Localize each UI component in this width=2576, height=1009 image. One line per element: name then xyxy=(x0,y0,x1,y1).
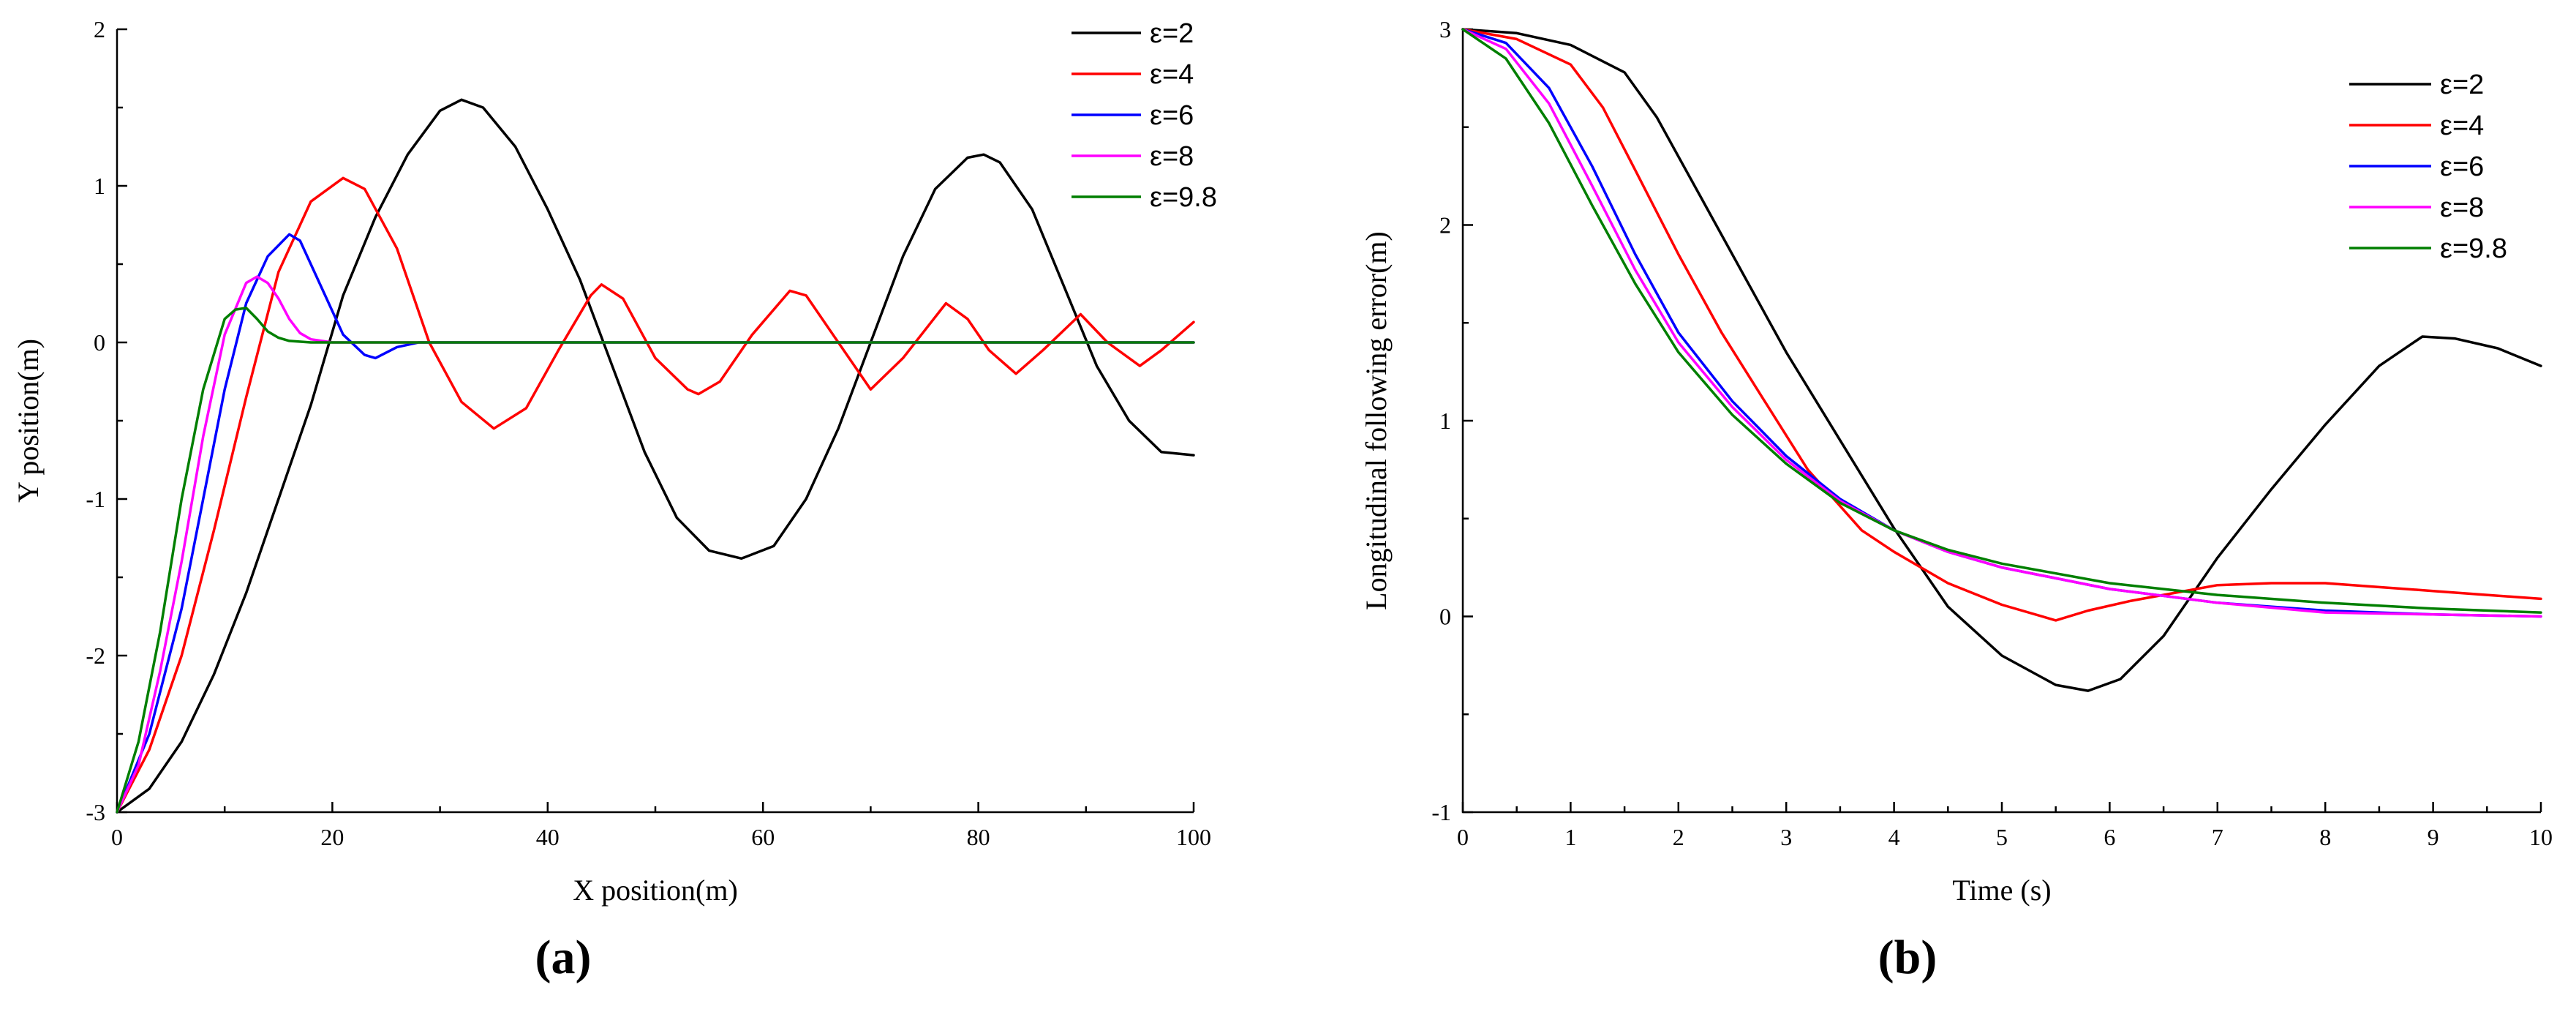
y-tick-label: -3 xyxy=(86,799,105,825)
y-tick-label: -2 xyxy=(86,642,105,669)
legend-entry-label: ε=8 xyxy=(1150,141,1194,172)
series-line-ε=6 xyxy=(1461,28,2542,618)
panel-label: (a) xyxy=(535,931,592,984)
x-tick-label: 60 xyxy=(751,824,775,850)
y-axis-label: Longitudinal following error(m) xyxy=(1360,231,1393,610)
x-tick-label: 0 xyxy=(1457,824,1469,850)
y-axis-label: Y position(m) xyxy=(12,339,45,503)
legend-entry-label: ε=6 xyxy=(2440,151,2484,182)
legend-entry-label: ε=8 xyxy=(2440,192,2484,223)
legend-entry-label: ε=6 xyxy=(1150,100,1194,131)
y-tick-label: -1 xyxy=(1431,799,1451,825)
series-line-ε=9.8 xyxy=(116,307,1195,814)
series-line-ε=2 xyxy=(1461,28,2542,692)
legend-entry-label: ε=9.8 xyxy=(1150,182,1217,213)
legend-entry-label: ε=9.8 xyxy=(2440,233,2507,264)
y-tick-label: 0 xyxy=(1439,604,1451,630)
legend: ε=2 ε=4 ε=6 ε=8 ε=9.8 xyxy=(2349,70,2507,264)
series-line-ε=9.8 xyxy=(1461,28,2542,614)
x-tick-label: 3 xyxy=(1780,824,1792,850)
series-line-ε=2 xyxy=(116,98,1195,814)
legend-entry-label: ε=4 xyxy=(1150,59,1194,90)
x-tick-label: 8 xyxy=(2319,824,2331,850)
y-tick-label: 1 xyxy=(1439,408,1451,434)
x-tick-label: 80 xyxy=(967,824,990,850)
x-axis-label: Time (s) xyxy=(1952,874,2051,907)
x-tick-label: 9 xyxy=(2428,824,2439,850)
x-tick-label: 0 xyxy=(111,824,123,850)
y-tick-label: 3 xyxy=(1439,16,1451,42)
x-tick-label: 40 xyxy=(536,824,560,850)
legend-entry-label: ε=2 xyxy=(2440,70,2484,100)
axis-frame xyxy=(116,29,1194,814)
series-line-ε=6 xyxy=(116,233,1195,814)
series-line-ε=4 xyxy=(116,176,1195,814)
x-tick-label: 10 xyxy=(2529,824,2553,850)
y-tick-label: 2 xyxy=(94,16,105,42)
series-line-ε=8 xyxy=(1461,28,2542,618)
x-tick-label: 100 xyxy=(1176,824,1211,850)
y-tick-label: 2 xyxy=(1439,212,1451,239)
y-tick-label: -1 xyxy=(86,486,105,512)
x-axis-label: X position(m) xyxy=(573,874,738,907)
chart-panel-a: 0 20 40 60 80 100 -3 -2 -1 0 1 2 X position(m) Y posi… xyxy=(12,16,1217,984)
x-tick-label: 20 xyxy=(320,824,344,850)
legend-entry-label: ε=4 xyxy=(2440,110,2484,141)
series-line-ε=4 xyxy=(1461,28,2542,622)
panel-label: (b) xyxy=(1878,931,1937,984)
x-tick-label: 2 xyxy=(1673,824,1684,850)
y-tick-label: 0 xyxy=(94,329,105,356)
x-tick-label: 7 xyxy=(2212,824,2223,850)
legend-entry-label: ε=2 xyxy=(1150,18,1194,49)
x-tick-label: 4 xyxy=(1888,824,1900,850)
legend: ε=2 ε=4 ε=6 ε=8 ε=9.8 xyxy=(1072,18,1217,213)
x-tick-label: 5 xyxy=(1996,824,2008,850)
y-tick-label: 1 xyxy=(94,173,105,199)
x-tick-label: 6 xyxy=(2104,824,2115,850)
x-tick-label: 1 xyxy=(1564,824,1576,850)
